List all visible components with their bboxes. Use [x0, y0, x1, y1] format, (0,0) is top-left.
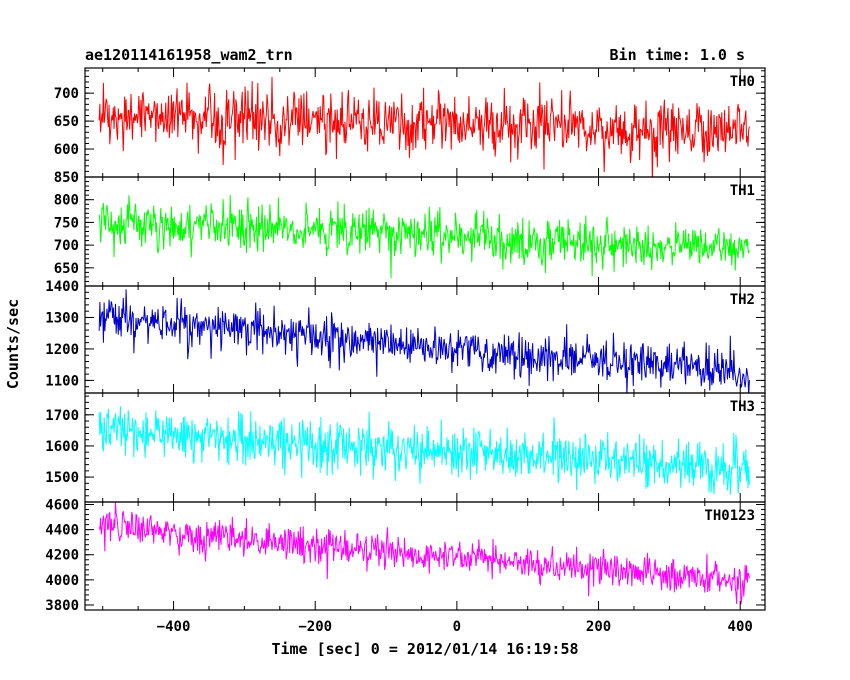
- y-tick-label-th0123: 4600: [45, 498, 79, 514]
- y-tick-label-th1: 850: [54, 170, 79, 186]
- series-line-th1: [98, 195, 750, 279]
- panel-label-th1: TH1: [730, 183, 755, 199]
- y-tick-label-th0123: 4200: [45, 548, 79, 564]
- y-tick-label-th0: 650: [54, 114, 79, 130]
- panel-label-th0123: TH0123: [704, 508, 755, 524]
- y-tick-label-th1: 650: [54, 261, 79, 277]
- panel-th2: 1100 1200 1300 1400 TH2: [45, 279, 766, 394]
- y-tick-label-th0123: 4000: [45, 573, 79, 589]
- series-line-th2: [98, 289, 750, 393]
- x-tick-label: −200: [298, 619, 332, 635]
- panel-frame-th0123: [84, 501, 766, 611]
- y-tick-label-th0: 600: [54, 142, 79, 158]
- y-axis-title: Counts/sec: [4, 299, 22, 389]
- x-axis: −400 −200 0 200 400: [157, 619, 753, 635]
- x-tick-label: 200: [586, 619, 611, 635]
- panel-th0: 600 650 700 TH0: [54, 67, 766, 178]
- panel-label-th3: TH3: [730, 399, 755, 415]
- y-tick-label-th3: 1600: [45, 439, 79, 455]
- y-tick-label-th0123: 4400: [45, 523, 79, 539]
- panel-frame-th1: [84, 176, 766, 287]
- chart-title: ae120114161958_wam2_trn: [85, 46, 293, 64]
- series-line-th0: [98, 77, 750, 177]
- x-tick-label: 0: [453, 619, 461, 635]
- panel-th3: 1500 1600 1700 TH3: [45, 392, 766, 503]
- panels-group: 600 650 700 TH0 650 700 750 800 850 TH1 1100 1200 13…: [45, 67, 766, 614]
- bin-time-label: Bin time: 1.0 s: [610, 46, 745, 64]
- panel-th0123: 3800 4000 4200 4400 4600 TH0123: [45, 498, 766, 614]
- panel-th1: 650 700 750 800 850 TH1: [54, 170, 766, 287]
- x-tick-label: 400: [728, 619, 753, 635]
- y-tick-label-th0123: 3800: [45, 598, 79, 614]
- y-tick-label-th2: 1300: [45, 310, 79, 326]
- x-tick-label: −400: [157, 619, 191, 635]
- y-tick-label-th1: 750: [54, 215, 79, 231]
- y-tick-label-th0: 700: [54, 86, 79, 102]
- series-line-th0123: [98, 502, 750, 605]
- panel-label-th0: TH0: [730, 74, 755, 90]
- series-line-th3: [98, 406, 750, 495]
- panel-label-th2: TH2: [730, 292, 755, 308]
- y-tick-label-th3: 1500: [45, 470, 79, 486]
- y-tick-label-th2: 1200: [45, 342, 79, 358]
- y-tick-label-th1: 700: [54, 238, 79, 254]
- x-axis-title: Time [sec] 0 = 2012/01/14 16:19:58: [271, 640, 578, 658]
- y-tick-label-th1: 800: [54, 193, 79, 209]
- y-tick-label-th2: 1100: [45, 373, 79, 389]
- y-tick-label-th3: 1700: [45, 408, 79, 424]
- y-tick-label-th2: 1400: [45, 279, 79, 295]
